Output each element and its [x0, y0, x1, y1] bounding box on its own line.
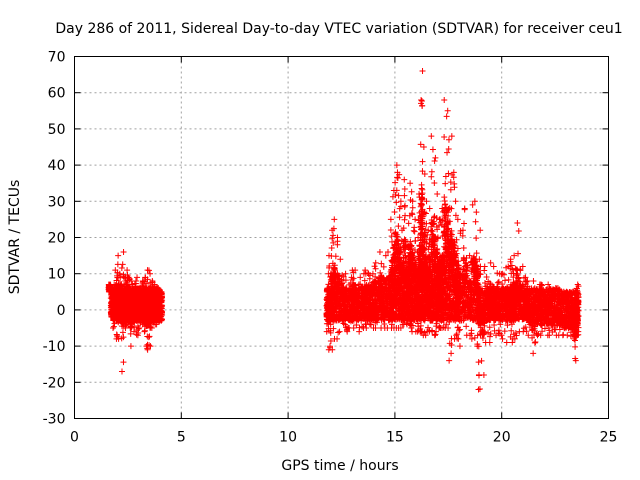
data-point: [120, 359, 127, 366]
data-point: [105, 281, 112, 288]
x-tick-label: 20: [493, 430, 511, 446]
data-point: [119, 261, 126, 268]
data-points: [105, 67, 582, 393]
data-point: [118, 265, 125, 272]
x-tick-label: 25: [600, 430, 618, 446]
y-tick-label: -30: [43, 412, 66, 428]
y-tick-label: 0: [57, 303, 66, 319]
x-tick-label: 5: [177, 430, 186, 446]
data-point: [110, 325, 117, 331]
data-point: [120, 248, 127, 255]
data-point: [124, 267, 131, 274]
data-point: [116, 280, 123, 287]
y-tick-label: 10: [48, 267, 66, 283]
x-tick-label: 0: [70, 430, 79, 446]
data-point: [111, 281, 118, 288]
x-tick-label: 10: [279, 430, 297, 446]
data-point: [111, 320, 118, 327]
data-point: [115, 252, 122, 259]
data-point: [110, 323, 117, 330]
data-point: [118, 368, 125, 375]
y-tick-label: 70: [48, 50, 66, 66]
data-point: [125, 274, 132, 281]
data-point: [120, 271, 127, 278]
chart-title: Day 286 of 2011, Sidereal Day-to-day VTE…: [55, 21, 622, 37]
y-tick-label: -10: [43, 339, 66, 355]
y-tick-label: -20: [43, 375, 66, 391]
y-tick-label: 40: [48, 158, 66, 174]
data-point: [116, 270, 123, 277]
y-tick-label: 30: [48, 194, 66, 210]
axis-ticks: 0 5 10 15 20 25 -30 -20 -10 0 10 20 30 40 50 60 70: [43, 50, 618, 446]
y-tick-label: 50: [48, 122, 66, 138]
data-point: [119, 329, 126, 336]
x-tick-label: 15: [386, 430, 404, 446]
data-point: [118, 335, 125, 342]
y-tick-label: 20: [48, 231, 66, 247]
y-tick-label: 60: [48, 86, 66, 102]
data-point: [113, 277, 120, 284]
